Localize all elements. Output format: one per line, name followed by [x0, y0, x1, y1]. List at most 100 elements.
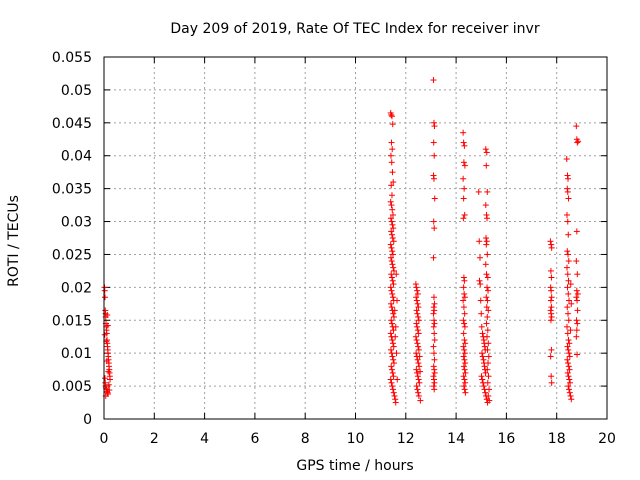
- data-point-328: [566, 297, 573, 304]
- data-point-335: [566, 340, 573, 347]
- data-point-177: [431, 330, 438, 337]
- data-point-158: [430, 77, 437, 84]
- data-point-215: [461, 346, 468, 353]
- data-point-308: [547, 353, 554, 360]
- data-point-369: [574, 320, 581, 327]
- data-point-174: [430, 317, 437, 324]
- data-point-87: [388, 317, 395, 324]
- data-point-224: [461, 376, 468, 383]
- data-point-293: [547, 238, 554, 245]
- x-tick-label-5: 10: [347, 431, 365, 447]
- data-point-347: [567, 379, 574, 386]
- data-point-363: [573, 287, 580, 294]
- data-point-155: [417, 397, 424, 404]
- x-tick-label-1: 2: [150, 431, 159, 447]
- data-point-148: [414, 373, 421, 380]
- data-point-147: [414, 369, 421, 376]
- data-point-288: [485, 373, 492, 380]
- data-point-289: [484, 379, 491, 386]
- data-point-50: [388, 182, 395, 189]
- data-point-107: [389, 383, 396, 390]
- data-point-176: [430, 323, 437, 330]
- data-point-323: [564, 264, 571, 271]
- x-tick-label-6: 12: [397, 431, 415, 447]
- data-point-128: [413, 307, 420, 314]
- data-point-332: [564, 323, 571, 330]
- data-point-319: [565, 231, 572, 238]
- data-point-74: [388, 274, 395, 281]
- data-point-114: [393, 297, 400, 304]
- data-point-302: [548, 304, 555, 311]
- data-point-360: [573, 228, 580, 235]
- data-point-75: [389, 277, 396, 284]
- data-point-334: [565, 337, 572, 344]
- data-point-269: [484, 251, 491, 258]
- data-point-211: [460, 330, 467, 337]
- data-point-56: [387, 215, 394, 222]
- data-point-352: [568, 396, 575, 403]
- data-point-300: [548, 294, 555, 301]
- data-point-324: [564, 271, 571, 278]
- data-point-59: [390, 225, 397, 232]
- data-point-72: [390, 267, 397, 274]
- y-tick-label-4: 0.02: [61, 280, 92, 296]
- data-point-299: [548, 287, 555, 294]
- data-point-132: [413, 320, 420, 327]
- y-tick-label-3: 0.015: [52, 313, 92, 329]
- data-point-95: [390, 343, 397, 350]
- data-point-237: [479, 330, 486, 337]
- data-point-100: [390, 360, 397, 367]
- data-point-138: [414, 340, 421, 347]
- data-point-265: [484, 215, 491, 222]
- data-point-370: [573, 327, 580, 334]
- data-point-260: [483, 149, 490, 156]
- data-point-226: [460, 383, 467, 390]
- data-point-57: [388, 218, 395, 225]
- data-point-305: [548, 313, 555, 320]
- data-point-336: [564, 343, 571, 350]
- data-point-122: [414, 287, 421, 294]
- data-point-313: [565, 175, 572, 182]
- x-tick-label-2: 4: [200, 431, 209, 447]
- data-point-190: [460, 129, 467, 136]
- data-point-78: [388, 287, 395, 294]
- data-point-105: [387, 376, 394, 383]
- data-point-259: [482, 146, 489, 153]
- data-point-283: [485, 340, 492, 347]
- data-point-320: [564, 248, 571, 255]
- data-point-274: [485, 287, 492, 294]
- data-point-197: [460, 195, 467, 202]
- data-point-179: [430, 343, 437, 350]
- data-point-282: [484, 333, 491, 340]
- data-point-331: [565, 317, 572, 324]
- data-point-257: [483, 396, 490, 403]
- data-point-110: [391, 392, 398, 399]
- data-point-1: [101, 287, 108, 294]
- data-point-159: [430, 119, 437, 126]
- data-point-61: [388, 231, 395, 238]
- data-point-127: [415, 304, 422, 311]
- data-point-341: [565, 360, 572, 367]
- data-point-339: [566, 353, 573, 360]
- data-point-123: [414, 290, 421, 297]
- data-point-229: [475, 188, 482, 195]
- data-point-272: [484, 274, 491, 281]
- data-point-41: [388, 111, 395, 118]
- x-tick-label-9: 18: [548, 431, 566, 447]
- data-point-346: [566, 376, 573, 383]
- data-point-32: [104, 312, 111, 319]
- data-point-187: [431, 379, 438, 386]
- data-point-106: [388, 379, 395, 386]
- data-point-79: [389, 290, 396, 297]
- data-point-239: [480, 337, 487, 344]
- data-point-86: [390, 313, 397, 320]
- data-point-207: [461, 310, 468, 317]
- data-point-199: [460, 215, 467, 222]
- data-point-161: [430, 139, 437, 146]
- data-point-251: [479, 376, 486, 383]
- data-point-68: [387, 254, 394, 261]
- data-point-216: [461, 350, 468, 357]
- data-point-227: [461, 386, 468, 393]
- data-point-372: [574, 351, 581, 358]
- data-point-210: [461, 323, 468, 330]
